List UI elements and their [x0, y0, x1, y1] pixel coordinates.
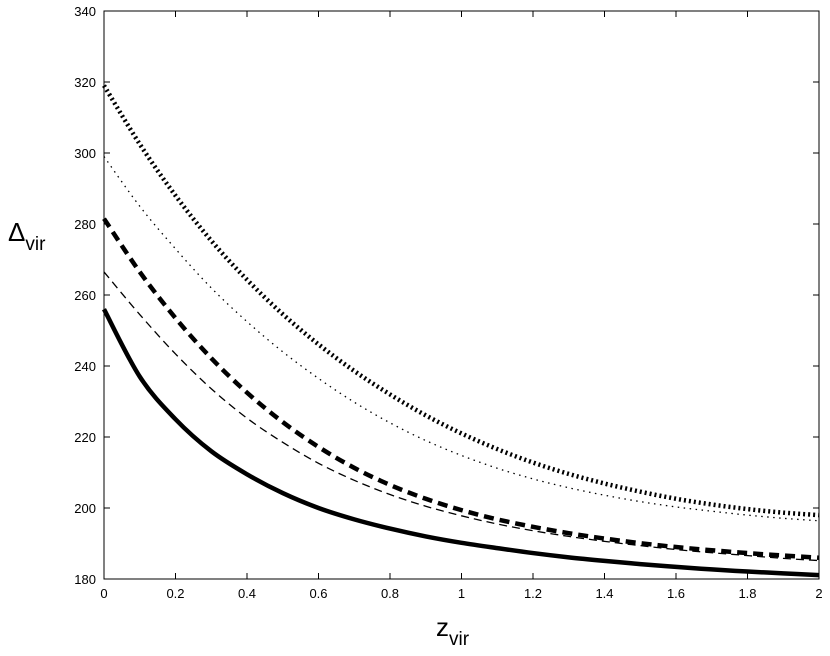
- x-axis-ticks: 0 0.2 0.4 0.6 0.8 1 1.2 1.4 1.6 1.8 2: [100, 11, 823, 601]
- y-tick-label: 200: [74, 501, 96, 516]
- y-tick-label: 220: [74, 430, 96, 445]
- x-tick-label: 1.2: [524, 586, 542, 601]
- x-axis-title-subscript: vir: [449, 629, 470, 650]
- y-axis-title: Δvir: [8, 217, 46, 255]
- x-axis-title-main: z: [436, 612, 449, 642]
- series-line-dotted-thick: [102, 84, 820, 518]
- x-tick-label: 0.2: [166, 586, 184, 601]
- x-axis-title: zvir: [436, 612, 470, 650]
- y-tick-label: 300: [74, 146, 96, 161]
- x-tick-label: 0.6: [309, 586, 327, 601]
- x-tick-label: 0.8: [381, 586, 399, 601]
- series-layer: [102, 84, 820, 578]
- series-line-dashed-thick: [102, 217, 820, 560]
- x-tick-label: 1.6: [667, 586, 685, 601]
- x-tick-label: 1.8: [738, 586, 756, 601]
- x-tick-label: 2: [815, 586, 822, 601]
- y-tick-label: 340: [74, 4, 96, 19]
- x-tick-label: 0: [100, 586, 107, 601]
- series-line-dashed-thin: [103, 271, 820, 562]
- plot-area-frame: [103, 10, 820, 580]
- y-axis-title-subscript: vir: [25, 234, 46, 255]
- y-tick-label: 260: [74, 288, 96, 303]
- y-tick-label: 320: [74, 75, 96, 90]
- y-tick-label: 240: [74, 359, 96, 374]
- y-tick-label: 180: [74, 572, 96, 587]
- x-tick-label: 1: [458, 586, 465, 601]
- x-tick-label: 1.4: [595, 586, 613, 601]
- y-tick-label: 280: [74, 217, 96, 232]
- x-tick-label: 0.4: [238, 586, 256, 601]
- series-line-solid-thick: [102, 308, 820, 578]
- y-axis-ticks: 180 200 220 240 260 280 300 320 340: [74, 4, 819, 587]
- y-axis-title-main: Δ: [8, 217, 25, 247]
